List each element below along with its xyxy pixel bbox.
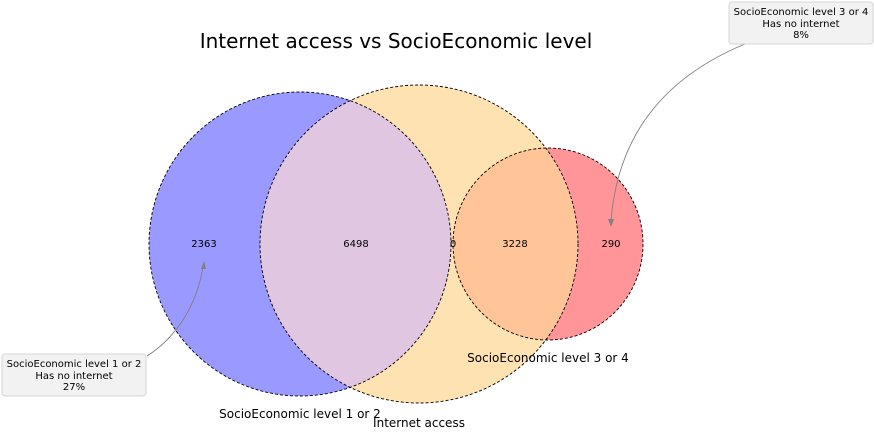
callout-arrowhead-level12 [201, 261, 206, 269]
callout-box-level12 [1, 353, 147, 397]
set-outline-level34 [452, 147, 644, 341]
set-outline-internet [259, 84, 579, 404]
callout-text-level34-line1: SocioEconomic level 3 or 4 [734, 7, 869, 18]
callout-box-level34 [728, 1, 874, 45]
diagram-title: Internet access vs SocioEconomic level [200, 29, 593, 53]
overlap-level34-internet [453, 148, 578, 340]
overlap-level12-internet [260, 92, 451, 396]
set-label-level12: SocioEconomic level 1 or 2 [219, 407, 381, 421]
region-count-level12-only: 2363 [191, 239, 216, 250]
callout-arrow-level34 [610, 43, 746, 222]
set-label-level34: SocioEconomic level 3 or 4 [467, 351, 629, 365]
callout-text-level34-line2: Has no internet [762, 19, 839, 30]
region-count-level12-level34: 0 [450, 239, 456, 250]
callout-text-level12-line1: SocioEconomic level 1 or 2 [7, 359, 142, 370]
region-count-level12-internet: 6498 [343, 239, 368, 250]
callout-text-level12-line3: 27% [63, 382, 85, 393]
callout-arrowhead-level34 [608, 219, 614, 227]
set-label-internet: Internet access [373, 416, 465, 430]
region-count-level34-internet: 3228 [502, 239, 527, 250]
callout-arrow-level12 [146, 265, 204, 357]
region-count-level34-only: 290 [601, 239, 620, 250]
callout-text-level34-line3: 8% [793, 30, 809, 41]
set-outline-level12 [148, 91, 452, 397]
callout-text-level12-line2: Has no internet [35, 371, 112, 382]
